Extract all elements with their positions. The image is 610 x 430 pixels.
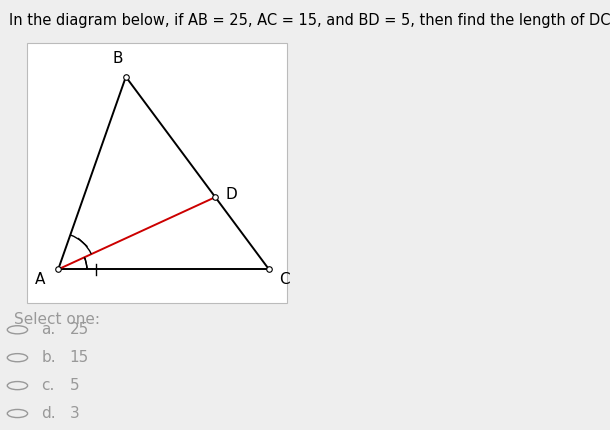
Text: 5: 5 bbox=[70, 378, 79, 393]
Text: c.: c. bbox=[41, 378, 55, 393]
Text: a.: a. bbox=[41, 322, 56, 337]
Text: d.: d. bbox=[41, 406, 56, 421]
Text: 15: 15 bbox=[70, 350, 89, 365]
Text: b.: b. bbox=[41, 350, 56, 365]
Text: Select one:: Select one: bbox=[14, 312, 100, 327]
Text: A: A bbox=[35, 272, 45, 287]
Text: 3: 3 bbox=[70, 406, 79, 421]
Text: D: D bbox=[226, 187, 237, 202]
Text: C: C bbox=[279, 272, 290, 287]
Text: In the diagram below, if AB = 25, AC = 15, and BD = 5, then find the length of D: In the diagram below, if AB = 25, AC = 1… bbox=[9, 13, 610, 28]
Text: B: B bbox=[113, 52, 123, 66]
Text: 25: 25 bbox=[70, 322, 89, 337]
